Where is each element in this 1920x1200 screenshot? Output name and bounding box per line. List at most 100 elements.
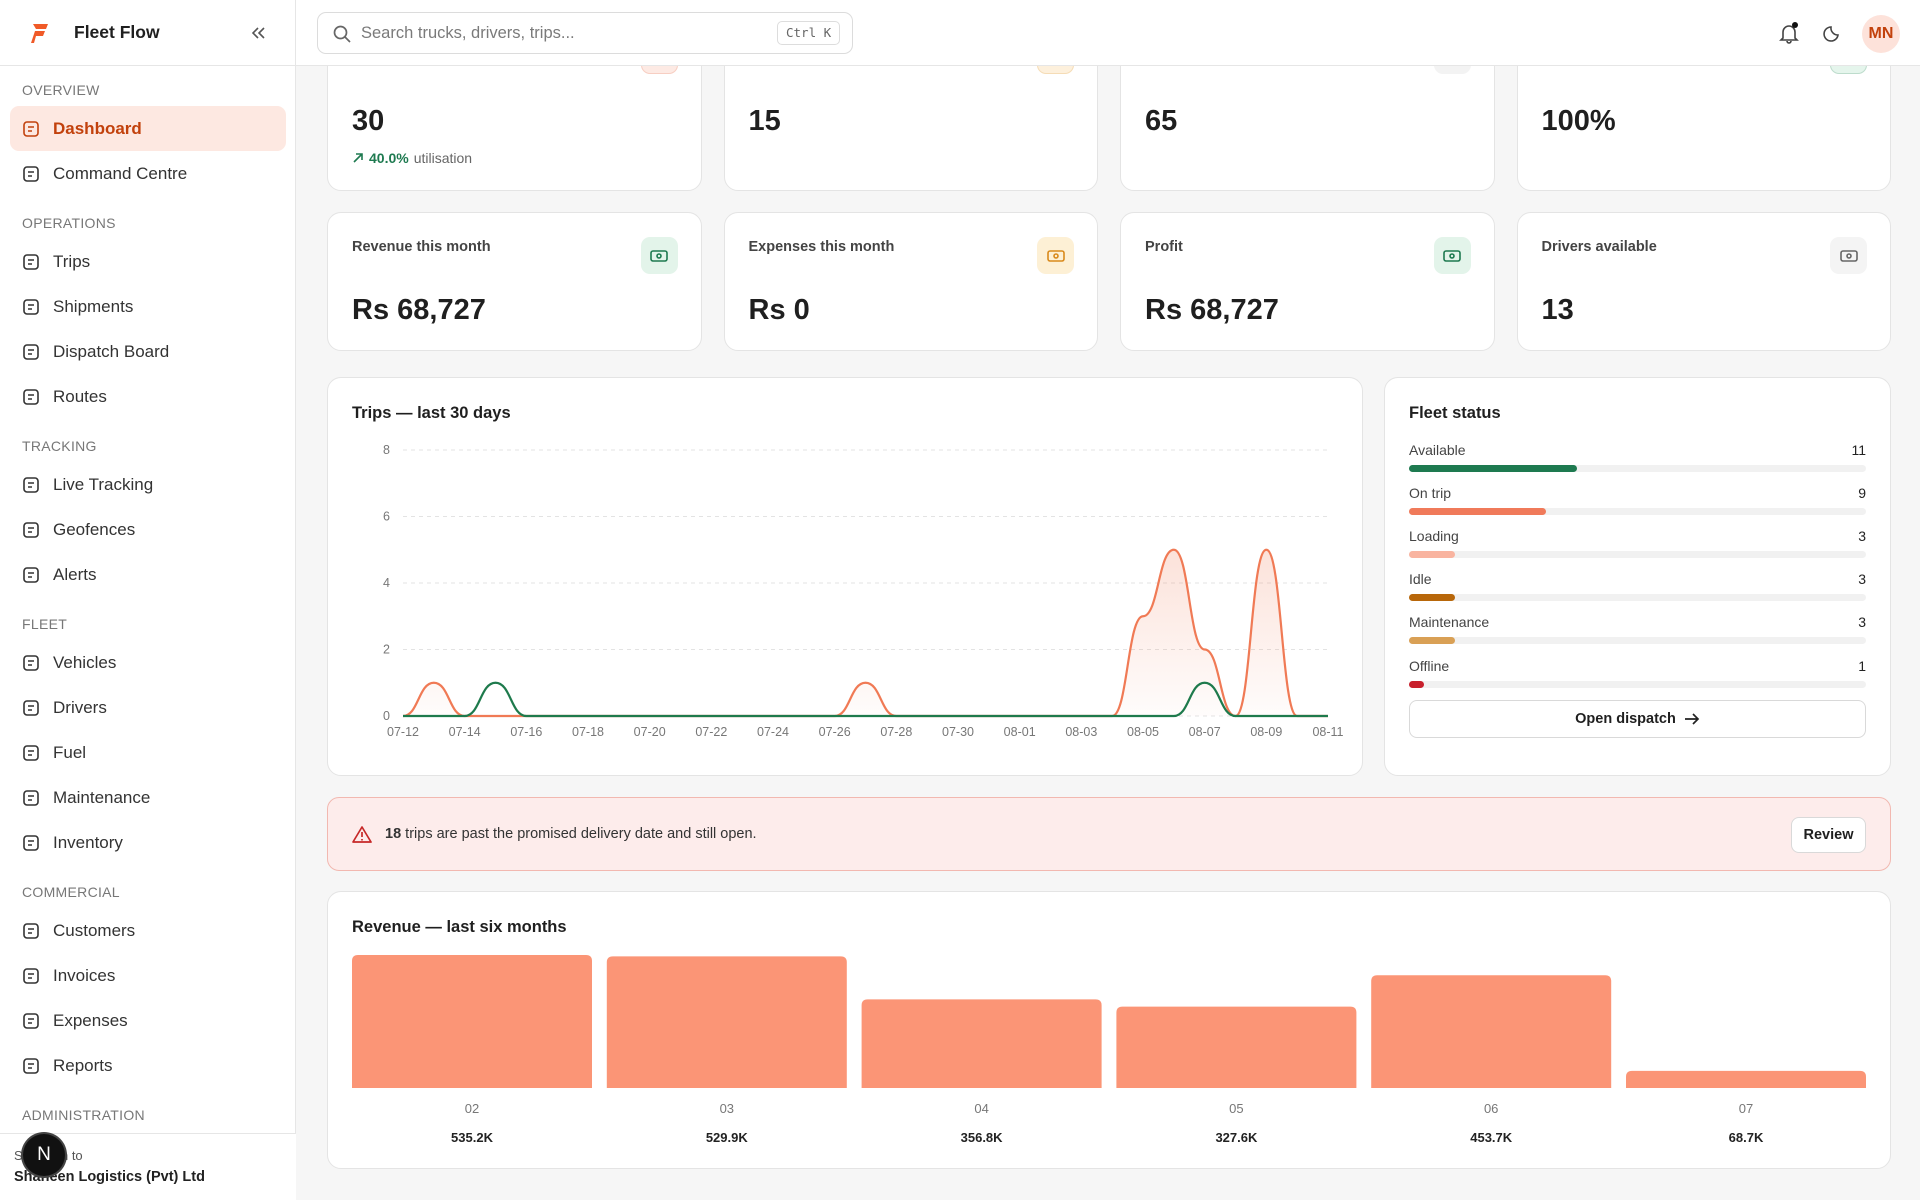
nav-item[interactable]: Vehicles (10, 640, 286, 685)
nav-item[interactable]: Invoices (10, 953, 286, 998)
alert-count: 18 (385, 826, 402, 842)
nav-item[interactable]: Customers (10, 908, 286, 953)
nav-item[interactable]: Drivers (10, 685, 286, 730)
nav-item-label: Reports (53, 1055, 113, 1075)
icon-shape (23, 521, 39, 538)
x-tick-label: 08-07 (1189, 725, 1221, 739)
icon-shape (23, 566, 39, 583)
icon-shape (28, 481, 34, 488)
theme-toggle[interactable] (1823, 23, 1843, 43)
nav-item[interactable]: Geofences (10, 507, 286, 552)
nav-item[interactable]: Fuel (10, 730, 286, 775)
nav-item[interactable]: Dashboard (10, 106, 286, 151)
icon-shape (650, 249, 668, 262)
x-tick-label: 07-26 (819, 725, 851, 739)
icon-shape (23, 476, 39, 493)
kpi-value: Rs 68,727 (352, 294, 486, 326)
y-tick-label: 0 (383, 709, 390, 723)
logo (31, 24, 48, 43)
nav-icon (23, 120, 39, 137)
nav-item-label: Fuel (53, 742, 87, 762)
nav-item[interactable]: Routes (10, 374, 286, 419)
review-button[interactable]: Review (1791, 817, 1866, 853)
kpi-card: Profit Rs 68,727 (1120, 212, 1495, 351)
nav-icon (23, 388, 39, 405)
y-tick-label: 4 (383, 576, 390, 590)
kpi-delta-value: 40.0% (369, 150, 409, 166)
nav-icon (23, 922, 39, 939)
nav-item[interactable]: Command Centre (10, 151, 286, 196)
x-tick-label: 08-01 (1004, 725, 1036, 739)
icon-shape (28, 972, 34, 979)
icon-shape (1052, 252, 1059, 259)
bar (352, 955, 592, 1088)
nav-item-label: Trips (53, 251, 91, 271)
nav-item[interactable]: Inventory (10, 820, 286, 865)
nav-item[interactable]: Live Tracking (10, 462, 286, 507)
icon-shape (656, 252, 662, 259)
kpi-value: Rs 0 (748, 294, 810, 326)
nav-icon (23, 699, 39, 716)
status-bar (1409, 680, 1425, 688)
nav-item-label: Vehicles (53, 652, 117, 672)
nav-item-label: Customers (53, 920, 136, 940)
x-tick-label: 07 (1739, 1101, 1753, 1116)
brand-name: Fleet Flow (74, 22, 160, 42)
nav-icon (23, 521, 39, 538)
icon-shape (23, 834, 39, 851)
nav-item-label: Invoices (53, 965, 116, 985)
x-tick-label: 07-28 (880, 725, 912, 739)
bar (606, 956, 847, 1088)
open-dispatch-button[interactable]: Open dispatch (1409, 700, 1866, 738)
nav-icon (23, 476, 39, 493)
status-value: 11 (1851, 442, 1866, 458)
icon-shape (23, 298, 39, 315)
nav-icon (23, 566, 39, 583)
status-label: On trip (1409, 485, 1452, 502)
nav-item[interactable]: Expenses (10, 998, 286, 1043)
search-box[interactable]: Search trucks, drivers, trips... Ctrl K (317, 12, 853, 54)
nav-item[interactable]: Maintenance (10, 775, 286, 820)
y-tick-label: 2 (383, 643, 390, 657)
x-tick-label: 07-14 (449, 725, 481, 739)
brand: Fleet Flow (0, 0, 296, 66)
nav-item-label: Geofences (53, 519, 136, 539)
topbar: Search trucks, drivers, trips... Ctrl K … (296, 0, 1920, 66)
avatar[interactable]: MN (1862, 15, 1900, 53)
nav-item[interactable]: Trips (10, 239, 286, 284)
icon-shape (1839, 249, 1858, 262)
notifications-button[interactable] (1778, 22, 1800, 44)
kpi-card: Drivers available 13 (1516, 212, 1891, 351)
x-tick-label: 07-30 (942, 725, 974, 739)
nav-item[interactable]: Alerts (10, 552, 286, 597)
x-tick-label: 07-24 (757, 725, 789, 739)
bar (1626, 1070, 1866, 1088)
trips-card: Trips — last 30 days 0 2 4 6 8 07-12 07-14 07-1… (327, 377, 1363, 776)
status-value: 9 (1858, 485, 1866, 502)
nav-item-label: Inventory (53, 832, 123, 852)
value-label: 68.7K (1729, 1130, 1764, 1145)
status-label: Available (1409, 442, 1466, 458)
kpi-delta-note: utilisation (413, 150, 473, 166)
x-tick-label: 08-05 (1127, 725, 1159, 739)
nav-item[interactable]: Dispatch Board (10, 329, 286, 374)
kpi-value: 15 (748, 105, 781, 137)
nav-item[interactable]: Reports (10, 1043, 286, 1088)
kpi-card: Expenses this month Rs 0 (723, 212, 1098, 351)
icon-shape (23, 1012, 39, 1029)
nav-item[interactable]: Shipments (10, 284, 286, 329)
kpi-icon (1433, 237, 1471, 274)
org-name[interactable]: Shaheen Logistics (Pvt) Ltd (14, 1169, 205, 1185)
x-tick-label: 05 (1229, 1101, 1243, 1116)
icon-shape (23, 699, 39, 716)
nav-item-label: Dashboard (53, 118, 142, 138)
icon-shape (23, 253, 39, 270)
status-track (1409, 594, 1866, 602)
area (403, 549, 1328, 716)
overdue-alert: 18 trips are past the promised delivery … (327, 797, 1891, 871)
dev-badge[interactable]: N (23, 1134, 65, 1176)
collapse-button[interactable] (250, 25, 266, 41)
line (402, 681, 1328, 718)
nav-icon (23, 789, 39, 806)
icon-shape (23, 388, 39, 405)
